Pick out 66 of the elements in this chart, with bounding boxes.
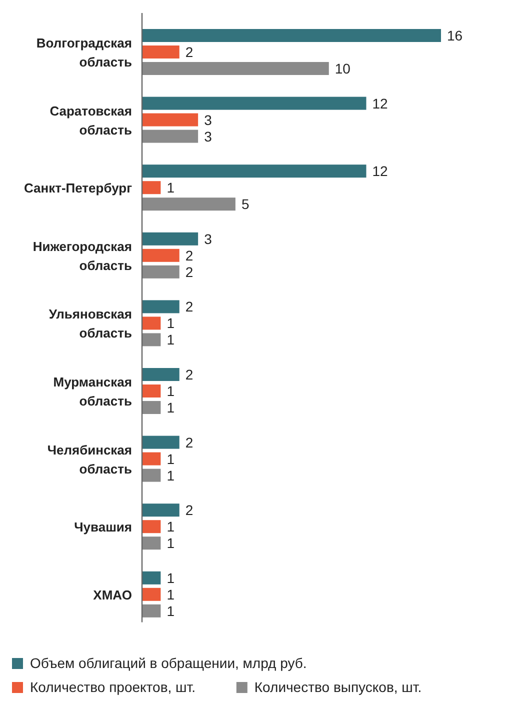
data-label: 2: [185, 366, 194, 382]
data-label: 1: [166, 535, 175, 552]
data-label: 1: [166, 467, 175, 484]
data-label: 1: [166, 586, 175, 602]
y-tick-label: Мурманская область: [53, 374, 132, 408]
bar: [142, 130, 198, 143]
bar: [142, 604, 161, 618]
data-label: 3: [204, 128, 212, 144]
data-label: 1: [166, 315, 175, 332]
data-label: 3: [204, 230, 212, 247]
y-tick-label: Санкт-Петербург: [24, 180, 133, 196]
bar: [142, 181, 161, 194]
legend-label: Объем облигаций в обращении, млрд руб.: [30, 655, 307, 671]
bar: [142, 504, 180, 517]
data-label: 1: [166, 602, 175, 619]
y-tick-label: Саратовская область: [50, 103, 132, 138]
data-label: 1: [166, 332, 175, 348]
data-label: 2: [185, 502, 194, 518]
data-label: 1: [166, 383, 175, 399]
data-label: 1: [166, 570, 175, 586]
y-tick-label: ХМАО: [93, 587, 132, 602]
data-label: 2: [185, 298, 194, 315]
bar: [142, 265, 180, 278]
y-tick-label: Нижегородская область: [32, 238, 132, 273]
data-label: 5: [241, 196, 250, 212]
bar: [142, 46, 180, 58]
bar: [142, 300, 180, 314]
y-tick-label: Волгоградская область: [36, 36, 132, 70]
bar: [142, 536, 161, 550]
data-label: 10: [334, 60, 351, 76]
data-label: 2: [185, 247, 194, 264]
y-tick-label: Челябинская область: [47, 442, 132, 476]
bar: [142, 588, 161, 601]
data-label: 2: [185, 44, 194, 60]
bar: [142, 401, 161, 414]
data-label: 1: [166, 180, 175, 196]
bar: [142, 368, 180, 381]
data-label: 3: [204, 112, 212, 128]
bar: [142, 436, 180, 449]
bar: [142, 571, 161, 584]
bar: [142, 468, 161, 482]
data-label: 1: [166, 400, 175, 416]
bar: [142, 29, 441, 42]
bar: [142, 520, 161, 534]
data-label: 1: [166, 450, 175, 467]
bar: [142, 248, 180, 262]
legend-label: Количество выпусков, шт.: [254, 679, 422, 695]
bar: [142, 96, 366, 110]
bar: [142, 198, 236, 211]
bar: [142, 62, 329, 75]
data-label: 1: [166, 518, 175, 535]
y-tick-label: Ульяновская область: [48, 306, 132, 341]
data-label: 2: [185, 264, 194, 280]
bar: [142, 452, 161, 466]
y-tick-label: Чувашия: [74, 520, 132, 535]
bar: [142, 164, 366, 178]
data-label: 12: [372, 163, 388, 180]
bar: [142, 384, 161, 398]
data-label: 16: [447, 28, 463, 44]
data-label: 2: [185, 434, 194, 450]
bar: [142, 113, 198, 126]
legend-label: Количество проектов, шт.: [30, 679, 196, 695]
bar: [142, 333, 161, 346]
data-label: 12: [372, 95, 388, 112]
bar: [142, 232, 198, 246]
bar: [142, 316, 161, 330]
